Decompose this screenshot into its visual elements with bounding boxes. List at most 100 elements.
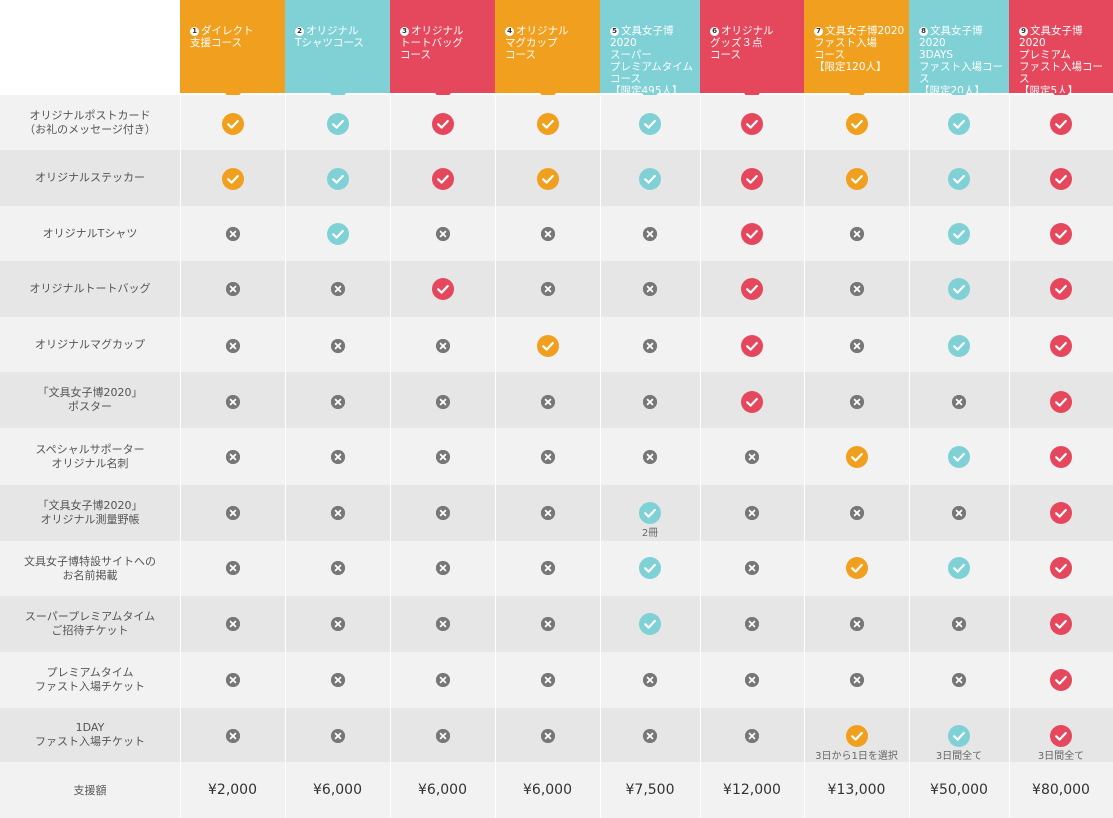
price-value: ¥7,500 [625,782,675,798]
cross-icon [330,617,345,631]
course-number-badge: 1 [190,27,199,36]
course-number-badge: 6 [710,27,719,36]
cross-icon [849,506,864,520]
cross-icon [225,282,240,296]
benefit-cell [804,335,909,357]
benefit-cell [909,613,1009,635]
benefit-cell [180,335,285,357]
benefit-row [0,261,1113,317]
cross-icon [435,506,450,520]
cross-icon [849,282,864,296]
benefit-cell [909,669,1009,691]
cross-icon [643,339,657,353]
benefit-row [0,206,1113,261]
price-value: ¥2,000 [208,782,257,798]
benefit-cell [1009,168,1113,190]
benefit-cell [180,613,285,635]
benefit-cell [804,168,909,190]
benefit-cell [495,557,600,579]
benefit-cell [495,725,600,747]
benefit-cell [495,113,600,135]
check-icon [1050,502,1072,524]
cross-icon [745,561,759,575]
cross-icon [225,450,240,464]
benefit-cell: 3日間全て [909,725,1009,763]
cross-icon [330,729,345,743]
benefit-cell [390,278,495,300]
check-icon [1050,278,1072,300]
course-number-badge: 9 [1019,27,1028,36]
check-icon [948,278,970,300]
benefit-cell [700,557,804,579]
check-icon [845,113,868,135]
benefit-cell [1009,113,1113,135]
benefit-cell [180,278,285,300]
cross-icon [225,673,240,687]
check-icon [1050,725,1072,747]
price-value: ¥80,000 [1032,782,1090,798]
benefit-cell [600,335,700,357]
benefit-cell [600,278,700,300]
cross-icon [225,339,240,353]
course-title: 文具女子博2020 プレミアム ファスト入場コース 【限定5人】 [1019,25,1103,97]
cross-icon [540,395,555,409]
cross-icon [745,506,759,520]
cross-icon [643,227,657,241]
cross-icon [643,450,657,464]
benefit-label: スペシャルサポーター オリジナル名刺 [35,442,145,470]
benefit-cell [1009,669,1113,691]
check-icon [1050,168,1072,190]
benefit-cell [495,335,600,357]
course-header-6: 6 オリジナル グッズ３点 コース [700,0,804,103]
check-icon [639,502,661,524]
cell-note: 3日から1日を選択 [815,751,898,762]
cross-icon [225,506,240,520]
check-icon [1050,557,1072,579]
benefit-label: オリジナルポストカード （お礼のメッセージ付き） [24,108,156,136]
benefit-cell [700,168,804,190]
benefit-cell: 3日間全て [1009,725,1113,763]
cross-icon [330,561,345,575]
check-icon [845,168,868,190]
column-divider [1009,93,1010,818]
course-title: 文具女子博2020 3DAYS ファスト入場コース 【限定20人】 [919,25,1003,97]
column-divider [909,93,910,818]
benefit-cell [804,113,909,135]
benefit-cell [1009,613,1113,635]
check-icon [948,335,970,357]
course-title: 文具女子博2020 スーパー プレミアムタイム コース 【限定495人】 [610,25,694,97]
check-icon [639,557,661,579]
check-icon [741,278,763,300]
cross-icon [745,450,759,464]
check-icon [326,168,349,190]
cross-icon [330,673,345,687]
check-icon [536,113,559,135]
benefit-label: 1DAY ファスト入場チケット [35,721,145,748]
course-header-1: 1 ダイレクト 支援コース [180,0,285,103]
cross-icon [745,673,759,687]
benefit-cell [285,446,390,468]
check-icon [431,168,454,190]
cross-icon [540,282,555,296]
benefit-cell [804,669,909,691]
course-title: ダイレクト 支援コース [190,25,254,49]
course-number-badge: 5 [610,27,619,36]
benefit-cell [1009,502,1113,524]
check-icon [1050,335,1072,357]
course-header-2: 2 オリジナル Tシャツコース [285,0,390,103]
cross-icon [435,561,450,575]
benefit-cell [390,669,495,691]
benefit-cell [600,446,700,468]
course-title: オリジナル Tシャツコース [295,25,364,49]
cell-note: 3日間全て [935,751,983,762]
benefit-cell [495,446,600,468]
cross-icon [435,673,450,687]
cross-icon [225,729,240,743]
benefit-row [0,372,1113,428]
benefit-cell [495,278,600,300]
check-icon [1050,613,1072,635]
benefit-cell [285,113,390,135]
benefit-cell [804,278,909,300]
benefit-cell [909,223,1009,245]
cross-icon [540,450,555,464]
